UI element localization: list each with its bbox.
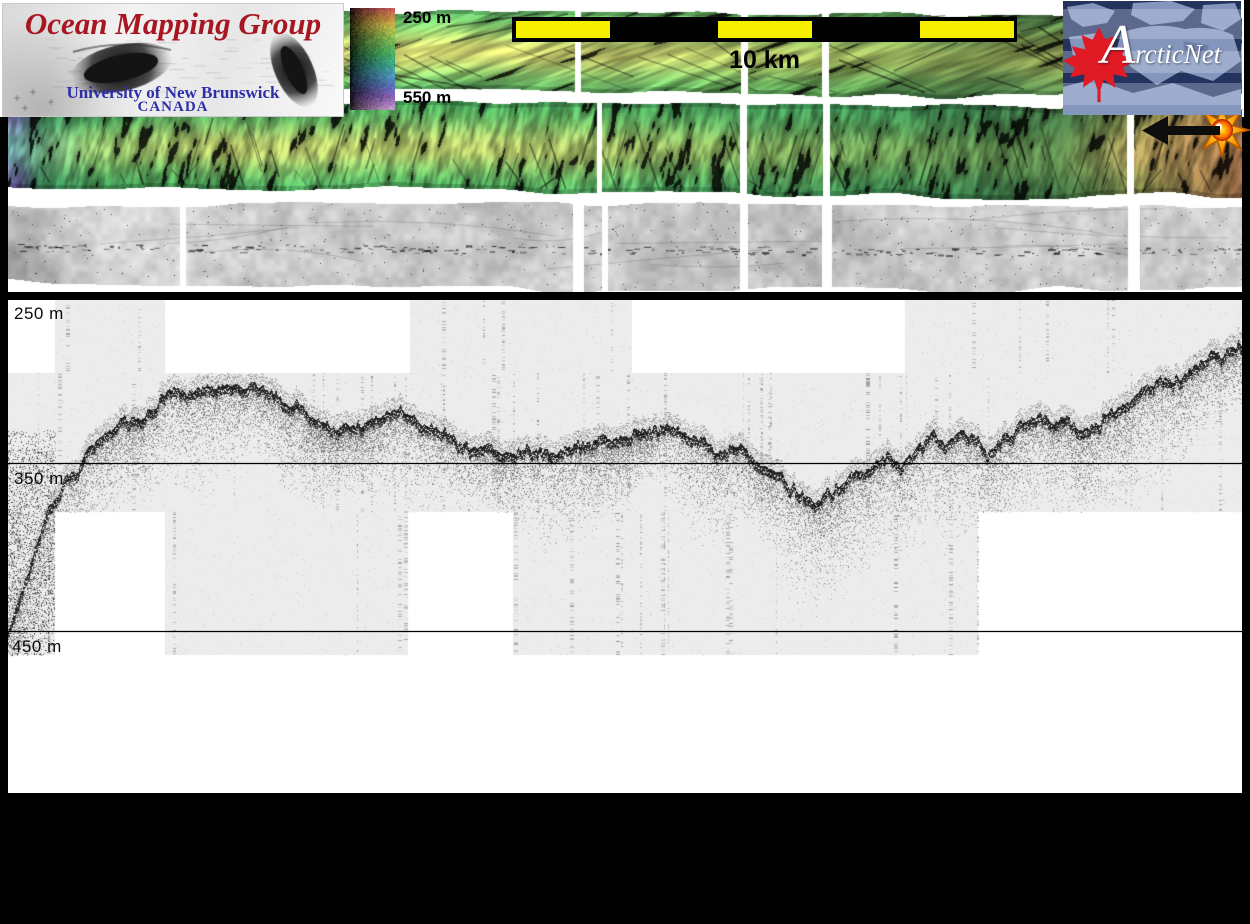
subbottom-echogram-panel: 250 m 350 m 450 m <box>8 300 1242 793</box>
omg-country: CANADA <box>137 99 209 115</box>
illumination-arrow-left-icon <box>1142 116 1220 145</box>
depth-colorbar <box>350 8 395 110</box>
colorbar-label-550m: 550 m <box>403 88 452 107</box>
depth-label-350m: 350 m <box>14 469 64 488</box>
echogram-canvas <box>8 300 1242 793</box>
arcticnet-initial: A <box>1101 14 1136 76</box>
arcticnet-wordmark: ArcticNet <box>1101 13 1221 77</box>
depth-label-450m: 450 m <box>12 637 62 656</box>
depth-gridline-350m <box>8 463 1242 464</box>
maple-leaf-icon <box>1063 27 1135 103</box>
omg-title: Ocean Mapping Group <box>24 6 322 41</box>
omg-university: University of New Brunswick <box>66 83 280 102</box>
sun-illumination-west-icon <box>1142 100 1250 160</box>
scale-bar-segment <box>920 21 1014 38</box>
ocean-mapping-group-logo: Ocean Mapping Group University of New Br… <box>2 3 344 117</box>
scale-bar-label: 10 km <box>729 46 800 74</box>
scale-bar-segment <box>516 21 610 38</box>
depth-label-250m: 250 m <box>14 304 64 323</box>
colorbar-label-250m: 250 m <box>403 8 452 27</box>
scale-bar <box>512 17 1017 42</box>
arctic-map-shapes <box>1063 1 1241 115</box>
sun-star <box>1192 100 1250 160</box>
omg-logo-art <box>3 4 343 116</box>
scale-bar-segment <box>718 21 812 38</box>
depth-gridline-450m <box>8 631 1242 632</box>
arcticnet-rest: rcticNet <box>1135 39 1222 69</box>
arcticnet-logo: ArcticNet <box>1063 1 1241 115</box>
arcticnet-logo-art <box>1063 1 1241 115</box>
